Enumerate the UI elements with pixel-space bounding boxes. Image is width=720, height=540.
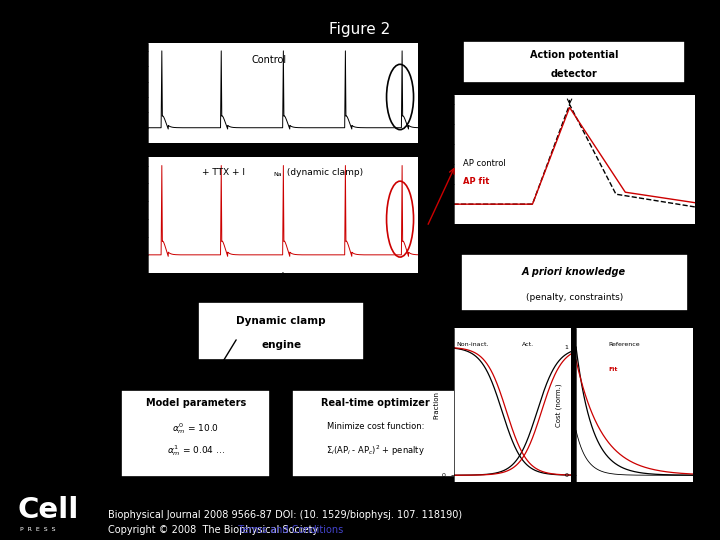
Text: Reference: Reference xyxy=(609,342,641,347)
Text: Real-time optimizer: Real-time optimizer xyxy=(321,398,431,408)
Text: $\alpha_m^0$ = 10.0: $\alpha_m^0$ = 10.0 xyxy=(172,421,220,436)
Text: C: C xyxy=(186,282,195,296)
Text: AP control: AP control xyxy=(463,159,506,168)
Text: Terms and Conditions: Terms and Conditions xyxy=(232,525,343,535)
Y-axis label: Cost (norm.): Cost (norm.) xyxy=(555,383,562,427)
Text: Copyright © 2008  The Biophysical Society: Copyright © 2008 The Biophysical Society xyxy=(108,525,318,535)
Text: Control: Control xyxy=(251,55,287,65)
Text: A priori knowledge: A priori knowledge xyxy=(522,267,626,276)
Text: Dynamic clamp: Dynamic clamp xyxy=(236,316,326,327)
FancyBboxPatch shape xyxy=(461,254,688,311)
Text: P  R  E  S  S: P R E S S xyxy=(20,527,56,532)
Text: (dynamic clamp): (dynamic clamp) xyxy=(284,168,363,177)
Text: D: D xyxy=(114,370,124,384)
X-axis label: Time [ms]: Time [ms] xyxy=(617,497,652,504)
Text: AP fit: AP fit xyxy=(463,177,490,186)
Text: Non-inact.: Non-inact. xyxy=(456,342,488,347)
FancyBboxPatch shape xyxy=(292,390,460,477)
Text: Cell: Cell xyxy=(17,496,78,524)
FancyBboxPatch shape xyxy=(463,40,685,84)
Text: $\Sigma_i$(AP$_i$ - AP$_c$)$^2$ + penalty: $\Sigma_i$(AP$_i$ - AP$_c$)$^2$ + penalt… xyxy=(326,444,426,458)
X-axis label: Time [ms]: Time [ms] xyxy=(557,240,592,246)
Text: Figure 2: Figure 2 xyxy=(329,22,391,37)
Y-axis label: Fraction: Fraction xyxy=(433,391,439,418)
Text: $\alpha_m^1$ = 0.04 ...: $\alpha_m^1$ = 0.04 ... xyxy=(167,443,225,458)
Text: E: E xyxy=(448,26,456,40)
Text: G: G xyxy=(448,235,458,249)
Text: Action potential: Action potential xyxy=(530,50,618,60)
Text: Fit: Fit xyxy=(609,367,618,372)
Text: F: F xyxy=(282,370,291,384)
Text: A: A xyxy=(117,34,126,48)
Text: engine: engine xyxy=(261,340,301,350)
Text: Model parameters: Model parameters xyxy=(145,398,246,408)
Text: Na: Na xyxy=(273,172,282,177)
Text: B: B xyxy=(117,146,126,160)
Text: Act.: Act. xyxy=(522,342,534,347)
Text: + TTX + I: + TTX + I xyxy=(202,168,245,177)
Text: Biophysical Journal 2008 9566-87 DOI: (10. 1529/biophysj. 107. 118190): Biophysical Journal 2008 9566-87 DOI: (1… xyxy=(108,510,462,521)
Y-axis label: Voltage [mV]: Voltage [mV] xyxy=(426,137,433,182)
Text: Minimize cost function:: Minimize cost function: xyxy=(327,422,425,431)
FancyBboxPatch shape xyxy=(122,390,270,477)
X-axis label: V [mV]: V [mV] xyxy=(500,497,524,504)
FancyBboxPatch shape xyxy=(198,302,364,360)
Y-axis label: Voltage [mV]: Voltage [mV] xyxy=(120,70,127,116)
Text: detector: detector xyxy=(551,69,598,79)
Text: (penalty, constraints): (penalty, constraints) xyxy=(526,293,623,301)
X-axis label: Time [s]: Time [s] xyxy=(269,288,297,295)
Y-axis label: Voltage [mV]: Voltage [mV] xyxy=(120,192,127,238)
